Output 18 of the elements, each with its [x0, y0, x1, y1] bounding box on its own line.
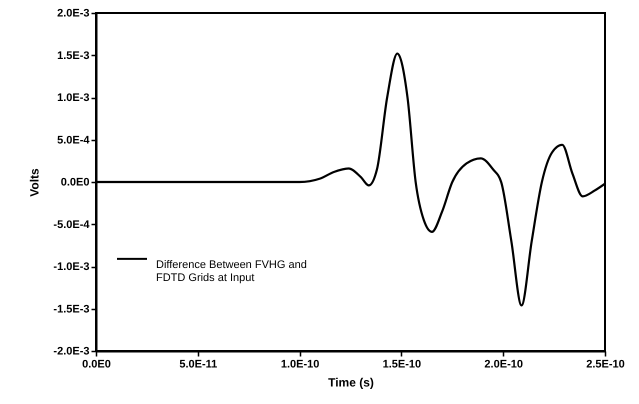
x-tick-label: 5.0E-11 [179, 358, 218, 370]
y-tick-label: -5.0E-4 [53, 218, 90, 231]
x-tick-label: 1.5E-10 [382, 358, 422, 370]
y-tick-label: 1.0E-3 [57, 92, 90, 104]
y-tick-label: -1.5E-3 [53, 303, 90, 316]
y-tick-label: 5.0E-4 [57, 134, 90, 146]
y-tick-label: -2.0E-3 [53, 346, 90, 358]
y-tick-label: 1.5E-3 [57, 50, 90, 62]
x-axis-title: Time (s) [328, 376, 374, 390]
x-tick-label: 2.0E-10 [484, 358, 523, 370]
x-tick-label: 2.5E-10 [586, 358, 625, 370]
x-tick-label: 1.0E-10 [280, 358, 320, 370]
y-tick-label: 0.0E0 [60, 176, 90, 188]
x-tick-label: 0.0E0 [82, 358, 111, 370]
y-axis-title: Volts [27, 168, 42, 197]
y-tick-label: 2.0E-3 [57, 8, 90, 20]
legend-label: Difference Between FVHG and FDTD Grids at Input [156, 258, 307, 284]
y-tick-label: -1.0E-3 [53, 261, 90, 273]
